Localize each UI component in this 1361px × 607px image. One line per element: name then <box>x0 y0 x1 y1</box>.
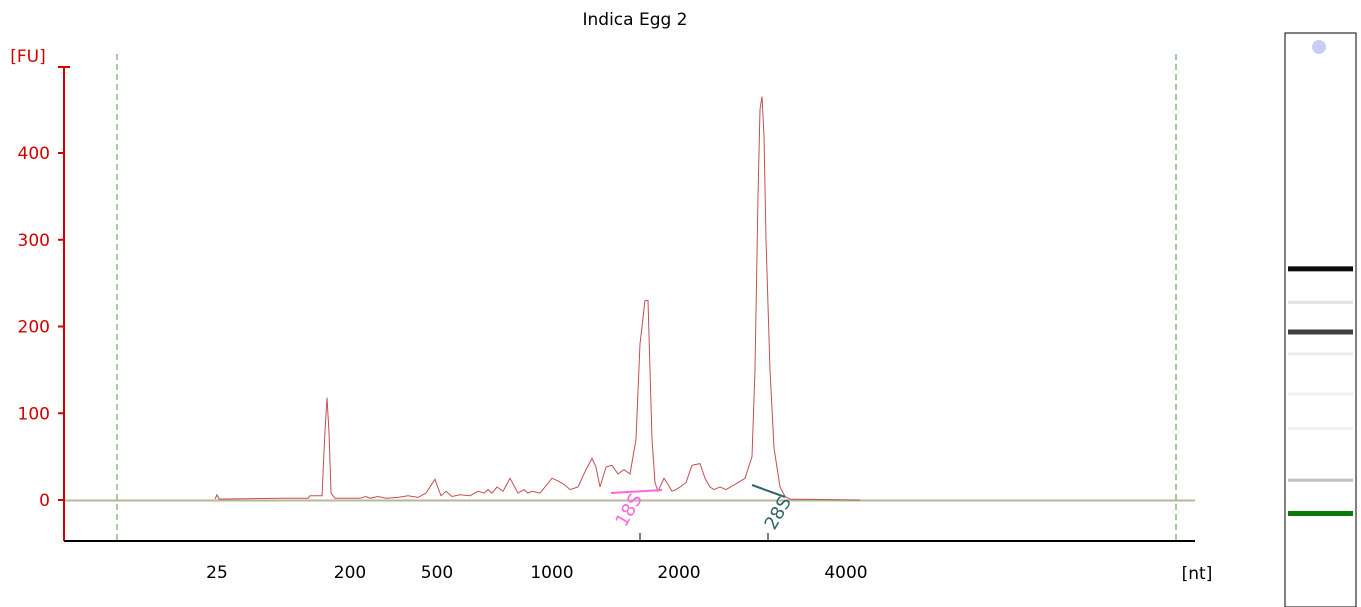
series-trace <box>214 96 861 501</box>
gel-band <box>1288 329 1353 335</box>
y-tick-label: 400 <box>18 144 50 164</box>
x-tick-label: 4000 <box>824 563 867 583</box>
gel-band <box>1288 352 1353 356</box>
y-tick-label: 200 <box>18 318 50 338</box>
chart-title: Indica Egg 2 <box>582 10 687 30</box>
gel-band <box>1288 478 1353 482</box>
x-tick-label: 500 <box>421 563 453 583</box>
x-axis-label: [nt] <box>1182 564 1213 584</box>
x-tick-label: 2000 <box>657 563 700 583</box>
gel-band <box>1288 300 1353 304</box>
gel-top-spot <box>1312 40 1326 54</box>
gel-band <box>1288 266 1353 272</box>
gel-band <box>1288 392 1353 396</box>
gel-marker-band <box>1288 511 1353 516</box>
x-tick-label: 25 <box>206 563 228 583</box>
peak-18s-label: 18S <box>612 490 647 530</box>
y-tick-label: 300 <box>18 231 50 251</box>
peak-18s-baseline <box>610 489 663 494</box>
gel-lane <box>1284 32 1357 607</box>
peak-28s-baseline <box>751 484 786 498</box>
y-tick-label: 0 <box>39 491 50 511</box>
x-tick-label: 1000 <box>530 563 573 583</box>
y-axis-label: [FU] <box>10 47 46 67</box>
x-tick-label: 200 <box>334 563 366 583</box>
y-tick-label: 100 <box>18 404 50 424</box>
gel-lane-frame <box>1284 32 1357 607</box>
gel-band <box>1288 427 1353 431</box>
